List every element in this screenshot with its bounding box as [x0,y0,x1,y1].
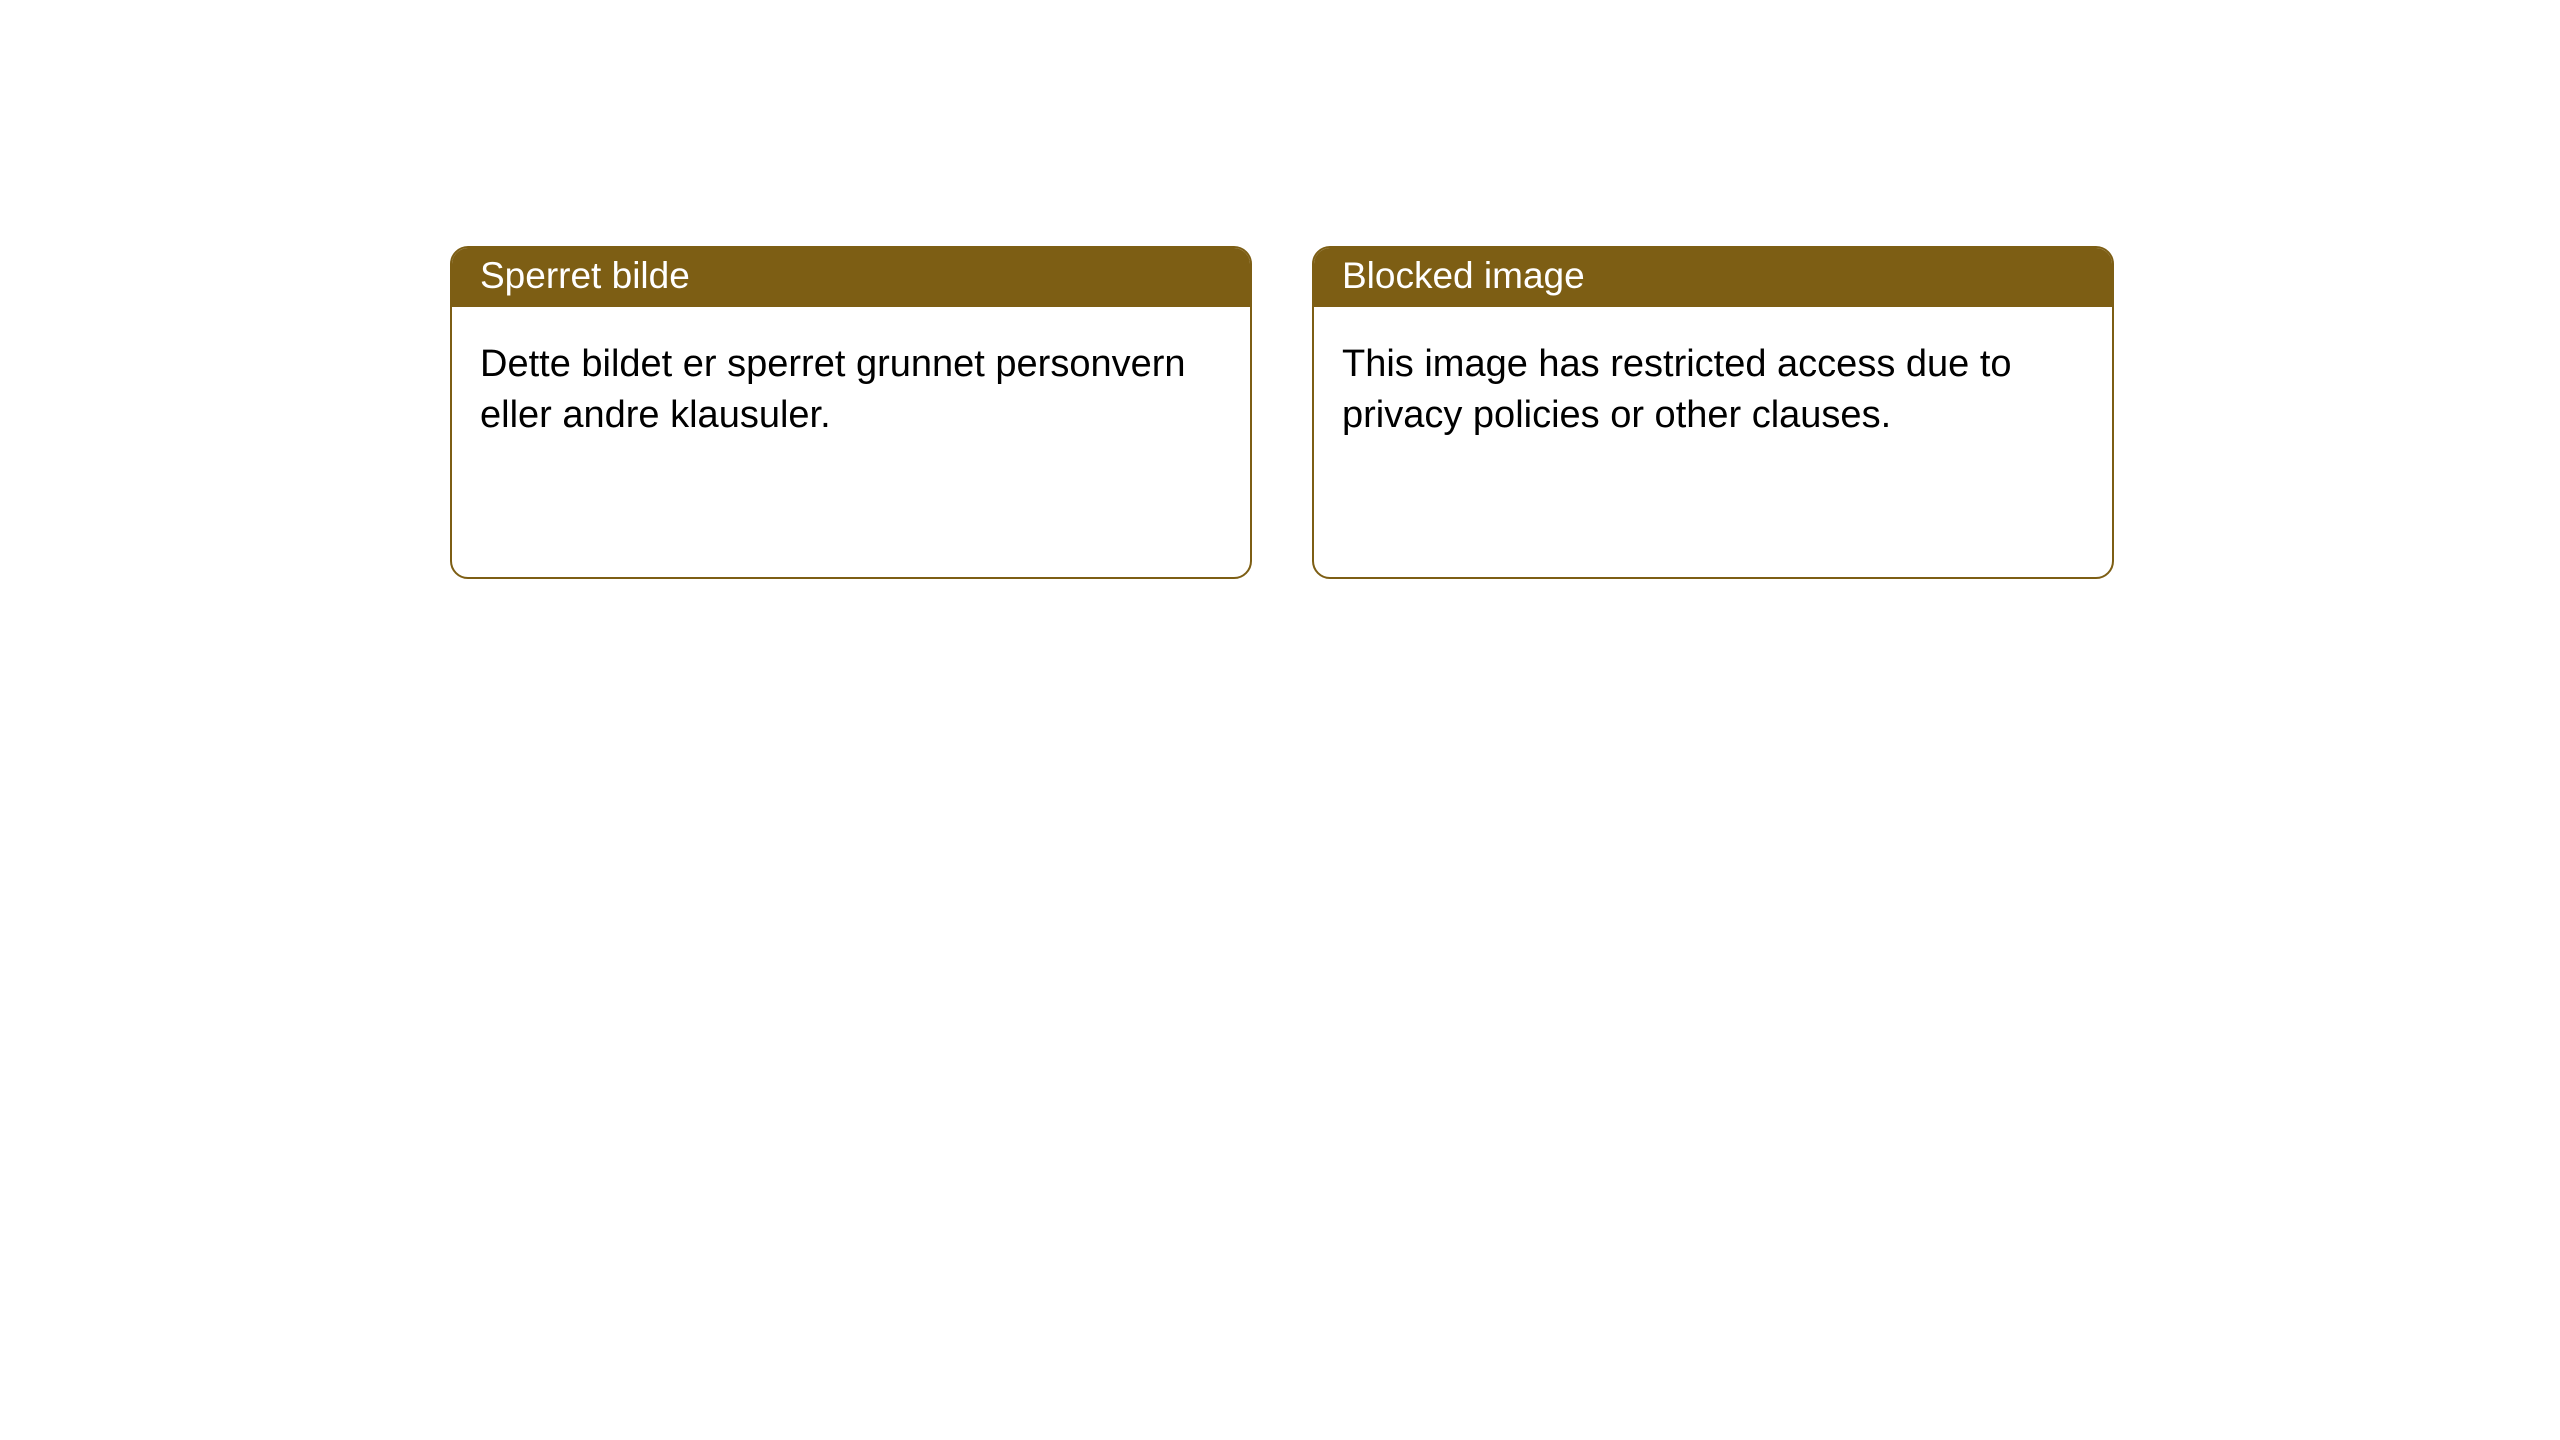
blocked-image-card-en: Blocked image This image has restricted … [1312,246,2114,579]
card-message: Dette bildet er sperret grunnet personve… [480,339,1222,442]
card-body: This image has restricted access due to … [1314,307,2112,577]
card-body: Dette bildet er sperret grunnet personve… [452,307,1250,577]
card-header: Sperret bilde [452,248,1250,307]
blocked-image-card-no: Sperret bilde Dette bildet er sperret gr… [450,246,1252,579]
card-header: Blocked image [1314,248,2112,307]
card-title: Sperret bilde [480,255,690,296]
notice-cards-container: Sperret bilde Dette bildet er sperret gr… [0,0,2560,579]
card-message: This image has restricted access due to … [1342,339,2084,442]
card-title: Blocked image [1342,255,1585,296]
